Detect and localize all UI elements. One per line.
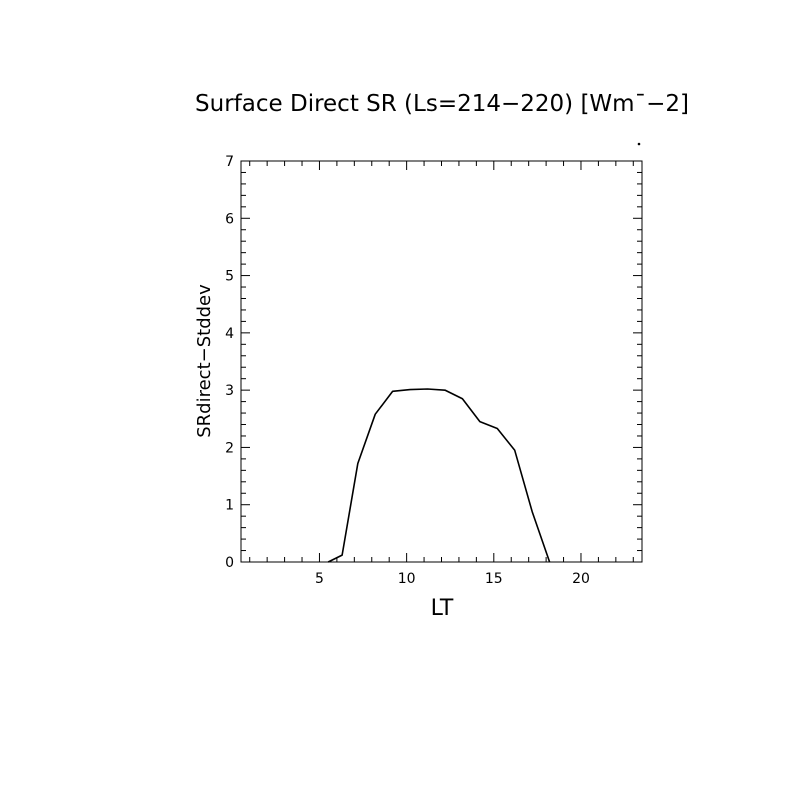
y-tick-label: 2 — [225, 440, 234, 456]
x-axis-ticks — [249, 161, 634, 562]
x-tick-label: 15 — [485, 571, 503, 587]
y-tick-label: 6 — [225, 211, 234, 227]
series-line-0 — [327, 388, 551, 563]
x-tick-label: 10 — [398, 571, 416, 587]
x-axis-tick-labels: 5 10 15 20 — [315, 571, 590, 587]
x-tick-label: 20 — [572, 571, 590, 587]
x-axis-label: LT — [431, 596, 454, 621]
y-tick-label: 4 — [225, 326, 234, 342]
x-tick-label: 5 — [315, 571, 324, 587]
y-tick-label: 7 — [225, 154, 234, 170]
series-layer — [327, 388, 551, 563]
y-tick-label: 1 — [225, 498, 234, 514]
y-axis-label: SRdirect−Stddev — [194, 284, 215, 438]
y-tick-label: 3 — [225, 383, 234, 399]
y-axis-ticks — [241, 160, 642, 563]
y-tick-label: 0 — [225, 555, 234, 571]
plot-frame — [240, 160, 643, 563]
corner-dot-marker — [637, 142, 641, 146]
y-axis-tick-labels: 0 1 2 3 4 5 6 7 — [225, 154, 234, 571]
chart-title: Surface Direct SR (Ls=214−220) [Wm¯−2] — [195, 91, 689, 117]
y-tick-label: 5 — [225, 269, 234, 285]
